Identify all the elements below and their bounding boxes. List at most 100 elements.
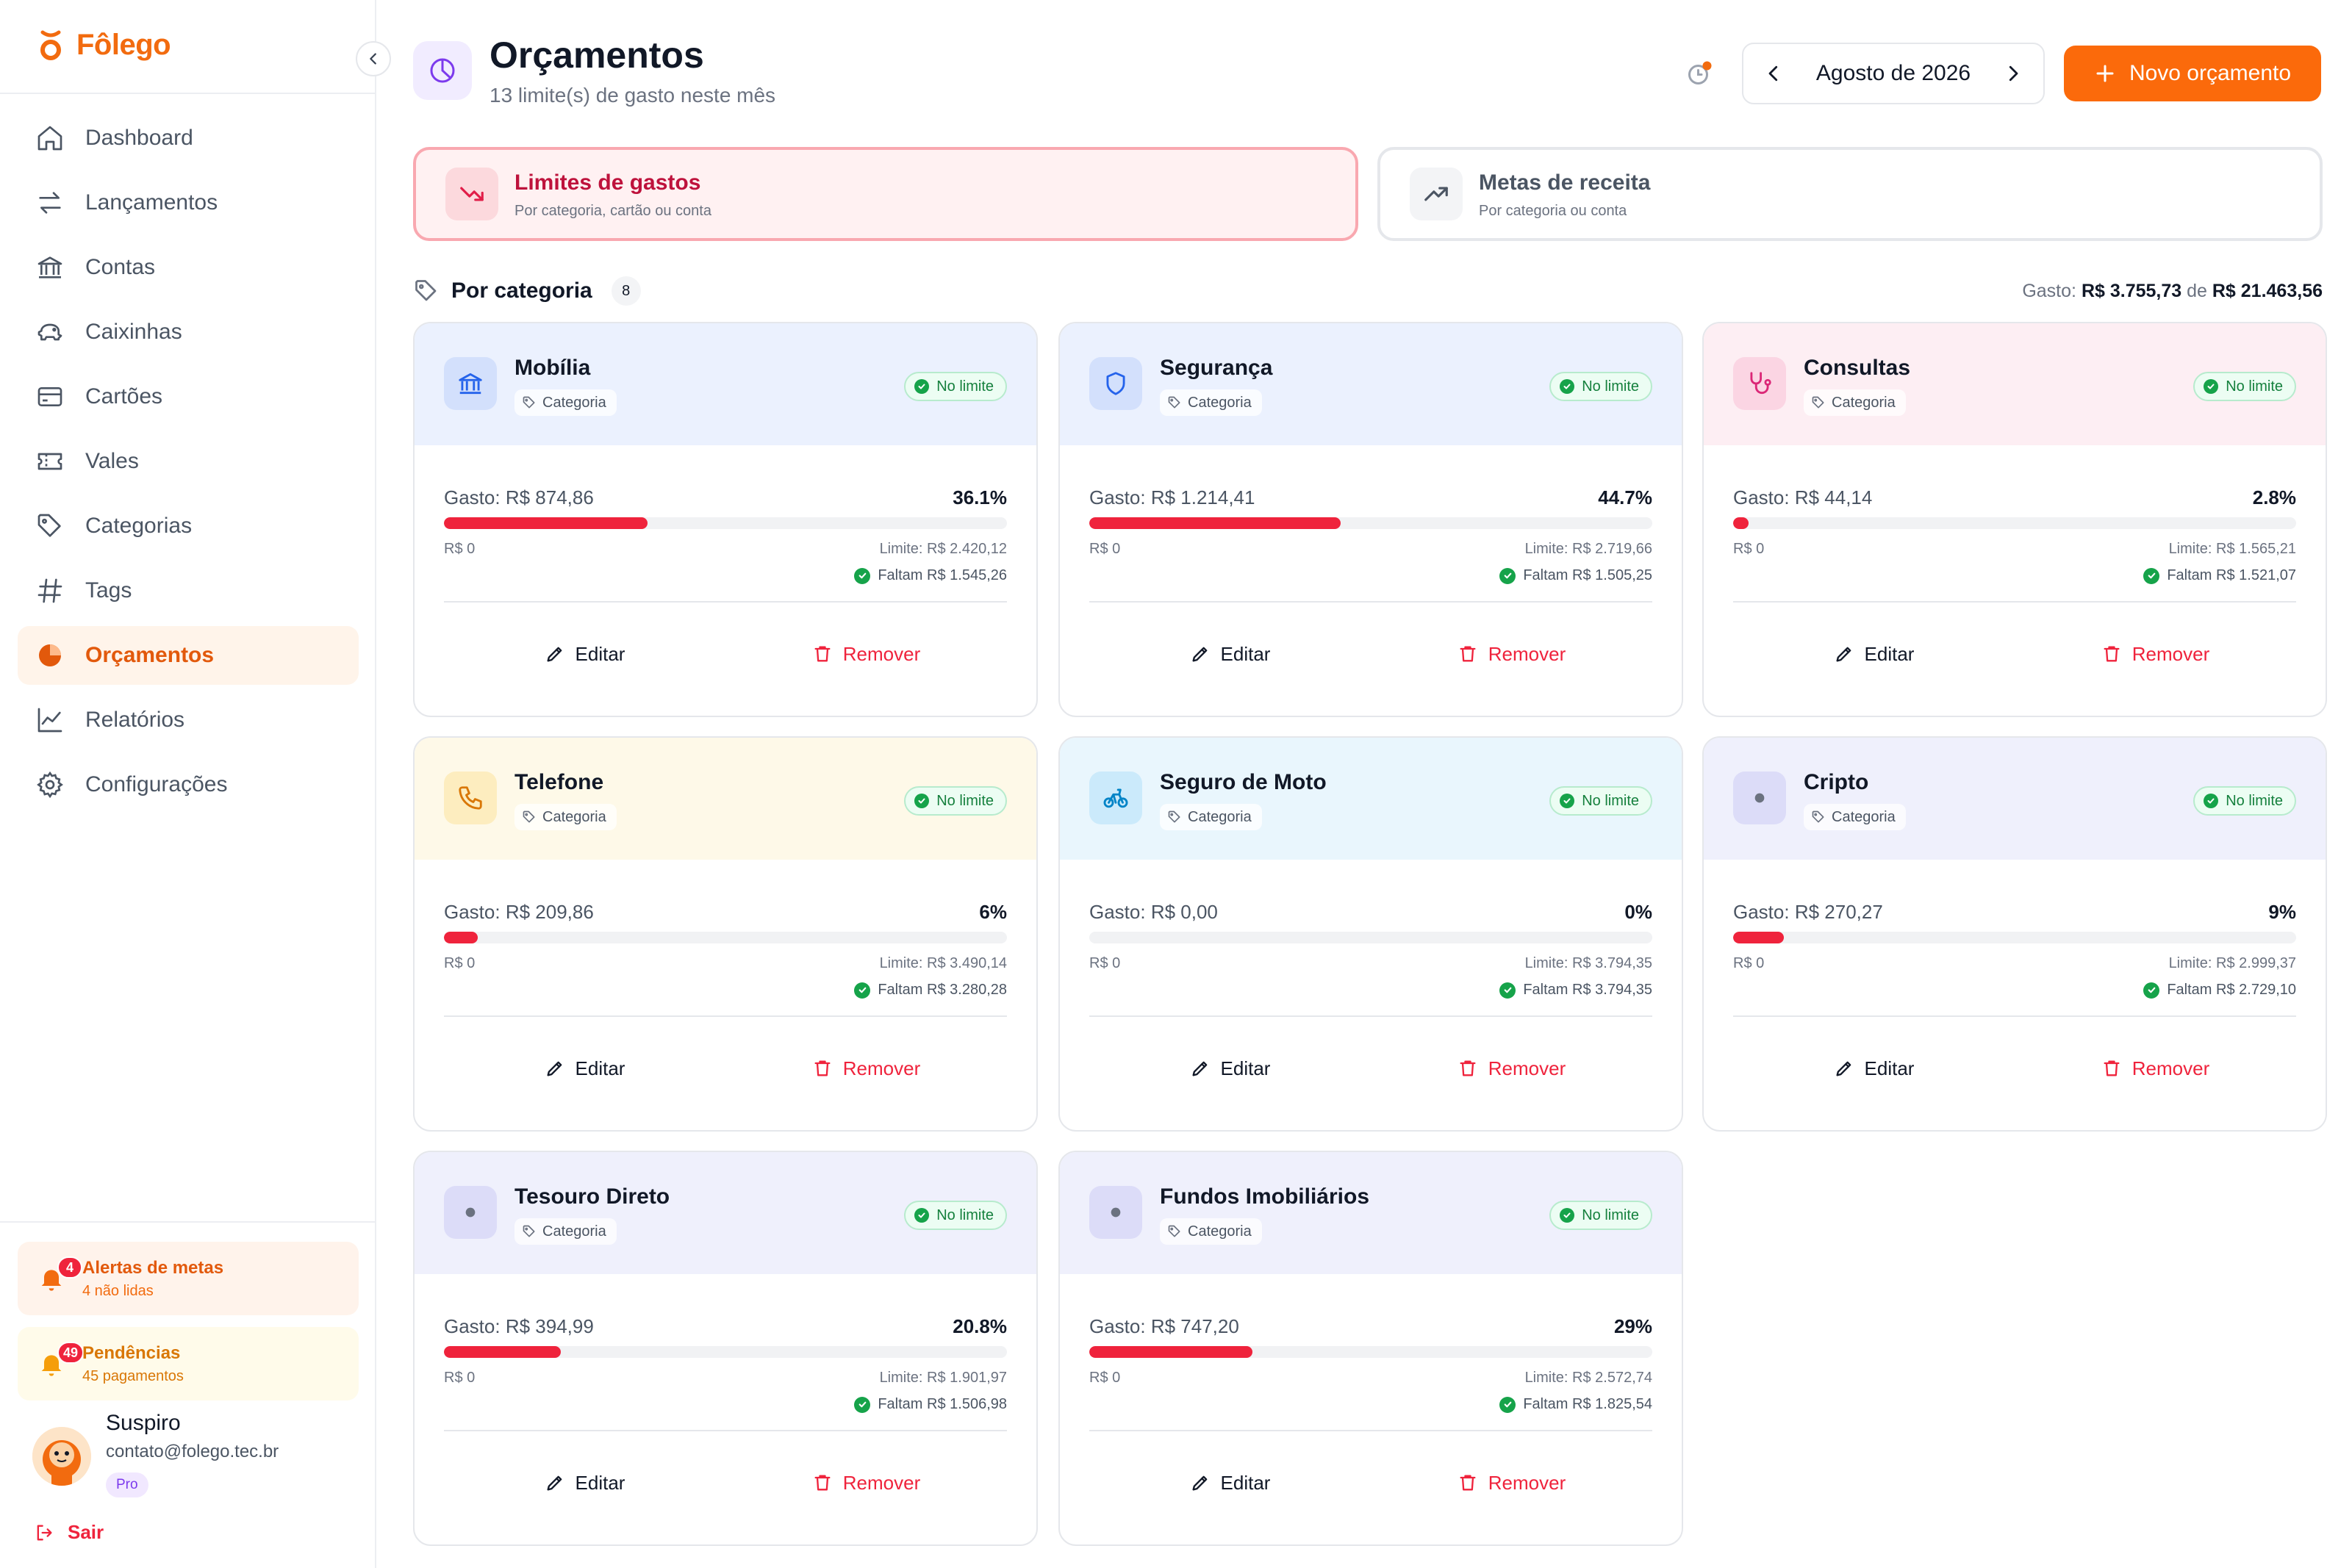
edit-button[interactable]: Editar (444, 632, 725, 676)
remaining-amount: Faltam R$ 3.794,35 (1499, 982, 1652, 999)
remaining-label: Faltam R$ 3.280,28 (878, 982, 1007, 998)
logout-button[interactable]: Sair (34, 1521, 104, 1544)
budget-type-label: Categoria (1188, 1223, 1252, 1240)
sidebar-item-vales[interactable]: Vales (18, 432, 359, 491)
budget-card: Telefone Categoria No limite Gasto: R$ 2… (413, 736, 1038, 1132)
remove-button[interactable]: Remover (2015, 1046, 2296, 1090)
edit-button[interactable]: Editar (1089, 1461, 1371, 1505)
trash-icon (1460, 1475, 1476, 1491)
progress-fill (1733, 932, 1784, 943)
trash-icon (814, 1475, 831, 1491)
budget-type-label: Categoria (542, 808, 606, 825)
edit-label: Editar (1220, 1471, 1271, 1494)
card-divider (444, 1015, 1007, 1017)
sidebar-item-label: Relatórios (85, 708, 185, 732)
progress-fill (1089, 517, 1341, 529)
min-value: R$ 0 (1089, 1370, 1121, 1386)
progress-fill (1089, 1346, 1253, 1358)
sidebar-item-label: Vales (85, 449, 139, 473)
user-email: contato@folego.tec.br (106, 1442, 279, 1461)
budget-type: Categoria (514, 804, 617, 830)
budget-type-label: Categoria (542, 1223, 606, 1240)
spent-amount: Gasto: R$ 209,86 (444, 901, 594, 923)
logout-icon (37, 1525, 52, 1540)
pending-title: Pendências (82, 1343, 181, 1363)
budget-name: Segurança (1160, 356, 1273, 380)
remaining-amount: Faltam R$ 1.521,07 (2143, 567, 2296, 584)
card-divider (444, 1430, 1007, 1431)
spent-percent: 6% (979, 901, 1007, 923)
edit-button[interactable]: Editar (444, 1046, 725, 1090)
remove-button[interactable]: Remover (725, 1461, 1007, 1505)
totals-of: de (2187, 281, 2207, 301)
chevron-right-icon[interactable] (2002, 62, 2024, 84)
line-chart-icon (37, 708, 62, 733)
chevron-left-icon (370, 53, 376, 65)
budget-type-label: Categoria (542, 394, 606, 411)
bell-icon (41, 1355, 62, 1376)
tag-icon (1168, 1225, 1180, 1237)
trash-icon (814, 1060, 831, 1076)
remove-button[interactable]: Remover (1371, 1046, 1652, 1090)
check-icon (854, 567, 871, 584)
pencil-icon (1192, 1475, 1207, 1491)
goal-alerts-card[interactable]: 4 Alertas de metas 4 não lidas (18, 1242, 359, 1315)
sidebar-item-configuracoes[interactable]: Configurações (18, 755, 359, 814)
card-header: Seguro de Moto Categoria No limite (1060, 738, 1682, 860)
min-value: R$ 0 (1733, 955, 1765, 971)
page-title: Orçamentos (490, 35, 704, 76)
sidebar-item-caixinhas[interactable]: Caixinhas (18, 303, 359, 362)
chevron-left-icon[interactable] (1763, 62, 1785, 84)
edit-button[interactable]: Editar (1733, 632, 2015, 676)
remove-button[interactable]: Remover (1371, 632, 1652, 676)
piggy-bank-icon (37, 323, 62, 341)
home-icon (37, 126, 62, 151)
sidebar-item-contas[interactable]: Contas (18, 238, 359, 297)
sidebar-item-tags[interactable]: Tags (18, 561, 359, 620)
min-value: R$ 0 (444, 1370, 476, 1386)
sidebar-item-orcamentos[interactable]: Orçamentos (18, 626, 359, 685)
logout-label: Sair (68, 1521, 104, 1543)
status-label: No limite (936, 1206, 994, 1223)
sidebar-item-dashboard[interactable]: Dashboard (18, 109, 359, 168)
budget-card: Consultas Categoria No limite Gasto: R$ … (1702, 322, 2327, 717)
check-icon (914, 1208, 930, 1223)
sidebar-item-cartoes[interactable]: Cartões (18, 367, 359, 426)
trending-down-icon (460, 187, 484, 201)
arrows-icon (39, 192, 61, 214)
limit-value: Limite: R$ 3.490,14 (879, 955, 1007, 971)
remove-button[interactable]: Remover (725, 1046, 1007, 1090)
collapse-sidebar-button[interactable] (356, 41, 391, 76)
remove-button[interactable]: Remover (2015, 632, 2296, 676)
sidebar-item-lancamentos[interactable]: Lançamentos (18, 173, 359, 232)
tab-spending-limits[interactable]: Limites de gastos Por categoria, cartão … (413, 147, 1358, 241)
ticket-icon (37, 453, 62, 470)
budget-type: Categoria (1160, 389, 1262, 416)
edit-button[interactable]: Editar (1733, 1046, 2015, 1090)
budget-type-label: Categoria (1832, 394, 1896, 411)
alerts-title: Alertas de metas (82, 1258, 224, 1278)
sidebar-item-label: Categorias (85, 514, 193, 538)
notifications-icon[interactable] (1686, 60, 1713, 87)
new-budget-button[interactable]: Novo orçamento (2064, 46, 2321, 101)
tab-icon (445, 168, 498, 220)
remaining-amount: Faltam R$ 1.825,54 (1499, 1396, 1652, 1413)
edit-button[interactable]: Editar (1089, 1046, 1371, 1090)
status-badge: No limite (2193, 786, 2296, 816)
sidebar-item-categorias[interactable]: Categorias (18, 497, 359, 555)
remove-button[interactable]: Remover (1371, 1461, 1652, 1505)
edit-label: Editar (575, 1057, 625, 1079)
tab-income-goals[interactable]: Metas de receita Por categoria ou conta (1377, 147, 2323, 241)
budget-type: Categoria (514, 389, 617, 416)
edit-button[interactable]: Editar (1089, 632, 1371, 676)
budget-name: Cripto (1804, 770, 1869, 794)
pending-card[interactable]: 49 Pendências 45 pagamentos (18, 1327, 359, 1400)
edit-button[interactable]: Editar (444, 1461, 725, 1505)
sidebar-item-relatorios[interactable]: Relatórios (18, 691, 359, 749)
remove-button[interactable]: Remover (725, 632, 1007, 676)
pencil-icon (1192, 1061, 1207, 1076)
brand[interactable]: Fôlego (38, 28, 171, 62)
remove-label: Remover (842, 1471, 921, 1494)
card-icon-box (444, 772, 497, 824)
pencil-icon (1836, 1061, 1851, 1076)
